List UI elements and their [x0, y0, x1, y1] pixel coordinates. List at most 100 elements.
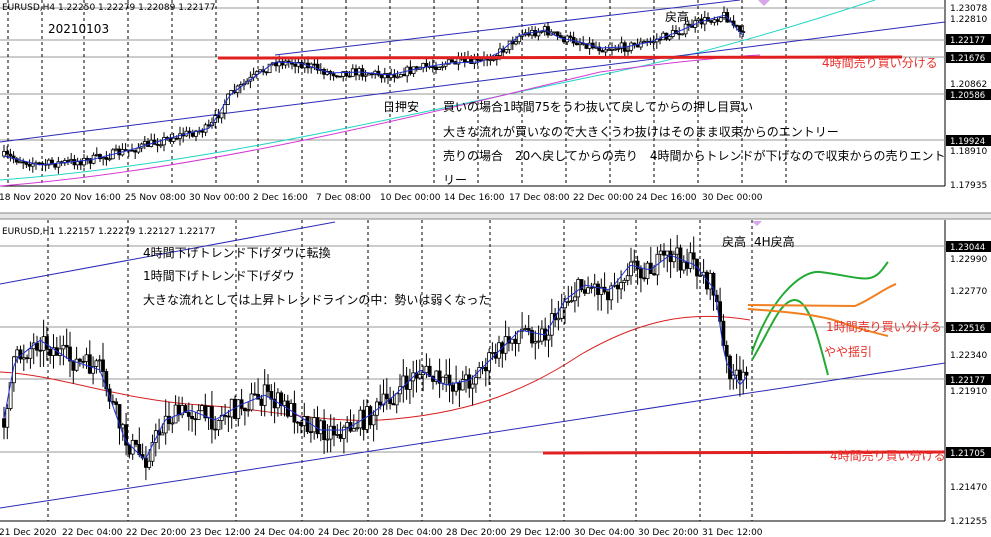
candle-body: [398, 74, 403, 78]
candle-body: [443, 63, 448, 67]
candle-body: [173, 404, 178, 424]
candle-body: [421, 372, 426, 376]
candle-body: [384, 393, 389, 400]
h4-level-price: 1.21676: [950, 54, 985, 64]
candle-body: [160, 432, 165, 436]
candle-body: [645, 262, 650, 279]
candle-body: [619, 282, 623, 290]
h1-scenario-range-up: [747, 283, 897, 308]
h1-time-label: 24 Dec 04:00: [254, 528, 315, 537]
h1-time-label: 28 Dec 20:00: [446, 528, 507, 537]
candle-body: [715, 19, 720, 22]
candle-body: [279, 392, 284, 406]
candle-body: [371, 414, 376, 426]
candle-body: [315, 63, 320, 71]
candle-body: [709, 20, 714, 23]
h4-level-price-box: [946, 52, 991, 63]
candle-body: [615, 284, 620, 290]
candle-body: [450, 59, 454, 63]
h1-level-note-1: 1時間売り買い分ける: [826, 319, 942, 334]
candle-body: [24, 162, 29, 165]
candle-body: [259, 398, 264, 406]
candle-body: [556, 317, 561, 321]
candle-body: [686, 23, 691, 26]
candle-body: [447, 374, 452, 386]
candle-body: [254, 71, 259, 75]
panel-divider[interactable]: [0, 213, 991, 219]
candle-body: [573, 296, 577, 302]
candle-body: [153, 430, 158, 443]
candle-body: [75, 160, 80, 166]
candle-body: [576, 279, 581, 298]
candle-body: [658, 38, 662, 41]
candle-body: [677, 33, 682, 36]
candle-body: [407, 380, 412, 390]
candle-body: [171, 137, 176, 142]
h1-price-box: [946, 322, 991, 333]
candle-body: [124, 424, 128, 446]
candle-body: [275, 392, 280, 409]
candle-body: [136, 147, 141, 153]
candle-body: [587, 42, 592, 49]
h4-marker: [758, 0, 770, 6]
candle-body: [101, 359, 105, 372]
candle-body: [616, 48, 621, 50]
candle-body: [74, 358, 79, 371]
candle-body: [219, 112, 224, 119]
h1-scenario-down: [751, 298, 829, 376]
candle-body: [5, 408, 10, 428]
candle-body: [190, 132, 195, 137]
candle-body: [61, 344, 66, 350]
candle-body: [85, 157, 90, 160]
candle-body: [347, 75, 352, 78]
candle-body: [38, 349, 43, 352]
candle-body: [236, 399, 241, 419]
candle-body: [586, 287, 590, 294]
top-grid-vertical: [7, 0, 787, 186]
candle-body: [472, 58, 477, 64]
candle-body: [114, 401, 119, 405]
candle-body: [688, 252, 693, 269]
h1-time-label: 22 Dec 04:00: [62, 528, 123, 537]
candle-body: [490, 352, 495, 354]
candle-body: [629, 42, 634, 51]
candle-body: [712, 19, 717, 23]
candle-body: [25, 357, 30, 360]
candle-body: [143, 457, 148, 468]
h1-time-label: 22 Dec 20:00: [126, 528, 187, 537]
candle-body: [274, 62, 278, 67]
candle-body: [667, 36, 672, 40]
candle-body: [28, 348, 33, 359]
candle-body: [358, 409, 363, 429]
candle-body: [681, 261, 686, 271]
h4-current-price: 1.22177: [950, 36, 985, 46]
candle-body: [642, 277, 647, 280]
candle-body: [381, 393, 386, 406]
candle-body: [563, 301, 567, 309]
candle-body: [552, 31, 557, 34]
h4-time-label: 18 Nov 2020: [0, 193, 57, 203]
candle-body: [635, 260, 640, 270]
candle-body: [183, 405, 188, 413]
h4-time-label: 17 Dec 08:00: [509, 193, 570, 203]
candle-body: [193, 418, 198, 421]
candle-body: [331, 73, 336, 77]
h1-price-label: 1.22770: [950, 287, 987, 297]
h4-time-label: 22 Dec 00:00: [573, 193, 634, 203]
h4-price-box: [946, 89, 991, 100]
h4-annotation-nichioshi: 日押安: [383, 99, 419, 114]
candle-body: [600, 50, 605, 53]
candle-body: [718, 17, 723, 22]
candle-body: [430, 66, 435, 68]
h4-price-label: 1.23078: [950, 4, 987, 14]
candle-body: [546, 334, 551, 341]
candle-body: [477, 367, 482, 379]
candle-body: [685, 261, 689, 269]
h1-price-box: [946, 241, 991, 252]
candle-body: [302, 416, 307, 426]
h1-time-label: 31 Dec 12:00: [702, 528, 763, 537]
candle-body: [370, 73, 374, 76]
candle-body: [464, 374, 468, 380]
candle-body: [680, 33, 685, 36]
